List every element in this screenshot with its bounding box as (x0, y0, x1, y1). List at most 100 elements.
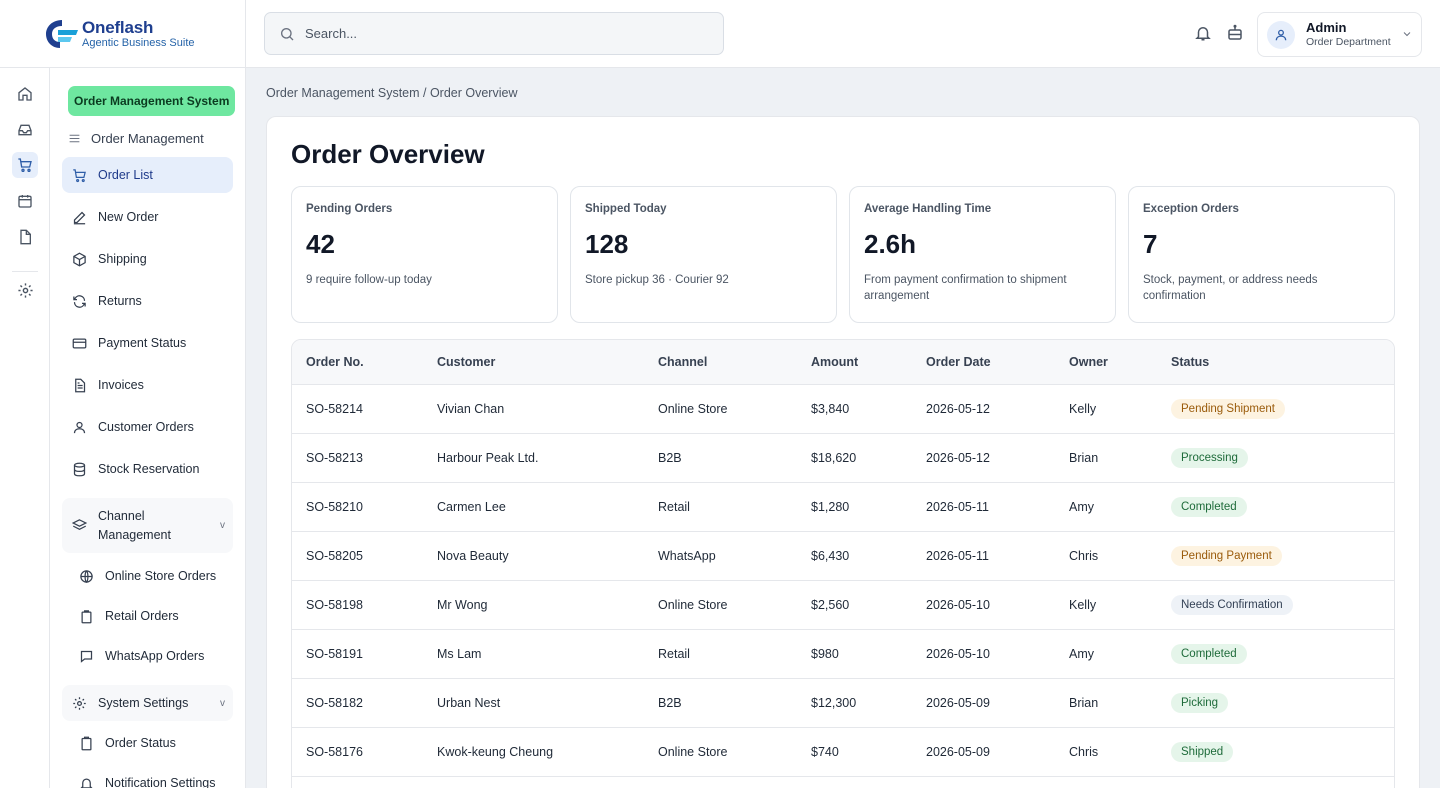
database-icon (71, 461, 88, 478)
column-header[interactable]: Customer (423, 340, 644, 385)
sidebar-item-payment-status[interactable]: Payment Status (62, 325, 233, 361)
table-row[interactable]: SO-58205 Nova Beauty WhatsApp $6,430 2026-05… (292, 531, 1394, 581)
column-header[interactable]: Owner (1055, 340, 1157, 385)
gear-icon (71, 696, 88, 711)
amount-cell: $1,280 (797, 482, 912, 532)
sidebar-item-label: Stock Reservation (98, 462, 200, 476)
status-badge: Pending Shipment (1171, 398, 1285, 419)
column-header[interactable]: Order Date (912, 340, 1055, 385)
table-row[interactable]: SO-58176 Kwok-keung Cheung Online Store $74… (292, 727, 1394, 777)
inbox-icon[interactable] (12, 117, 38, 143)
owner-cell: Chris (1055, 727, 1157, 777)
amount-cell: $12,300 (797, 678, 912, 728)
sidebar-subitem-order-status[interactable]: Order Status (78, 728, 176, 758)
sidebar: Order Management System Order Management… (50, 68, 246, 788)
kpi-value: 7 (1143, 229, 1158, 259)
user-role: Order Department (1306, 36, 1391, 48)
search-icon (279, 26, 295, 42)
column-header[interactable]: Amount (797, 340, 912, 385)
order-no-cell: SO-58198 (292, 580, 423, 630)
document-icon[interactable] (12, 224, 38, 250)
robot-icon[interactable] (1224, 22, 1246, 44)
user-icon (71, 419, 88, 436)
customer-cell: Urban Nest (423, 678, 644, 728)
cart-icon (71, 167, 88, 184)
order-date-cell: 2026-05-10 (912, 629, 1055, 679)
sidebar-item-order-list[interactable]: Order List (62, 157, 233, 193)
order-no-cell: SO-58210 (292, 482, 423, 532)
order-no-cell: SO-58176 (292, 727, 423, 777)
chevron-down-icon[interactable]: v (220, 520, 225, 531)
bell-icon[interactable] (1192, 22, 1214, 44)
kpi-label: Shipped Today (585, 203, 667, 215)
sidebar-item-label: Returns (98, 294, 142, 308)
orders-table: Order No. Customer Channel Amount Order … (291, 339, 1395, 788)
search-box[interactable] (264, 12, 724, 55)
layers-icon (71, 518, 88, 533)
table-row[interactable]: SO-58213 Harbour Peak Ltd. B2B $18,620 2026-… (292, 433, 1394, 483)
kpi-note: From payment confirmation to shipment ar… (864, 274, 1067, 303)
subitem-label: Retail Orders (105, 609, 179, 623)
kpi-value: 42 (306, 229, 335, 259)
status-cell: Pending Payment (1157, 531, 1394, 581)
amount-cell: $18,620 (797, 433, 912, 483)
refresh-icon (71, 293, 88, 310)
sidebar-item-shipping[interactable]: Shipping (62, 241, 233, 277)
column-header[interactable]: Channel (644, 340, 797, 385)
kpi-card-shipped-today: Shipped Today 128 Store pickup 36 · Cour… (570, 186, 837, 323)
settings-icon[interactable] (12, 277, 38, 303)
user-menu[interactable]: Admin Order Department (1257, 12, 1422, 57)
customer-cell: Carmen Lee (423, 482, 644, 532)
order-no-cell: SO-58214 (292, 384, 423, 434)
calendar-icon[interactable] (12, 188, 38, 214)
subitem-label: Online Store Orders (105, 569, 217, 583)
channel-cell: Retail (644, 629, 797, 679)
status-cell: Shipped (1157, 727, 1394, 777)
section-order-management[interactable]: Order Management (68, 126, 204, 150)
kpi-label: Exception Orders (1143, 203, 1239, 215)
sidebar-item-label: Invoices (98, 378, 144, 392)
kpi-note: 9 require follow-up today (306, 274, 432, 286)
status-cell: Needs Confirmation (1157, 580, 1394, 630)
chat-icon (78, 649, 95, 664)
amount-cell: $980 (797, 629, 912, 679)
page-title: Order Overview (291, 139, 485, 169)
sidebar-item-label: Payment Status (98, 336, 187, 350)
table-row[interactable]: SO-58191 Ms Lam Retail $980 2026-05-10 Amy Com… (292, 629, 1394, 679)
column-header[interactable]: Status (1157, 340, 1394, 385)
brand-logo[interactable]: Oneflash Agentic Business Suite (0, 0, 246, 68)
kpi-label: Pending Orders (306, 203, 393, 215)
sidebar-subitem-retail-orders[interactable]: Retail Orders (78, 601, 179, 631)
sidebar-subitem-notification-settings[interactable]: Notification Settings (78, 768, 215, 788)
table-row[interactable]: SO-58198 Mr Wong Online Store $2,560 2026-05… (292, 580, 1394, 630)
module-badge[interactable]: Order Management System (68, 86, 236, 116)
menu-icon (68, 132, 82, 145)
sidebar-subitem-online-store-orders[interactable]: Online Store Orders (78, 561, 216, 591)
status-cell: Picking (1157, 678, 1394, 728)
status-badge: Shipped (1171, 741, 1234, 762)
order-no-cell: SO-58205 (292, 531, 423, 581)
kpi-card-average-handling-time: Average Handling Time 2.6h From payment … (849, 186, 1116, 323)
sidebar-item-invoices[interactable]: Invoices (62, 367, 233, 403)
chevron-down-icon[interactable] (1401, 28, 1413, 40)
sidebar-group-system-settings[interactable]: System Settings v (62, 685, 233, 721)
globe-icon (78, 569, 95, 584)
chevron-down-icon[interactable]: v (220, 697, 225, 709)
search-input[interactable] (305, 26, 685, 41)
cart-icon[interactable] (12, 152, 38, 178)
sidebar-item-customer-orders[interactable]: Customer Orders (62, 409, 233, 445)
sidebar-item-returns[interactable]: Returns (62, 283, 233, 319)
table-row[interactable]: SO-58210 Carmen Lee Retail $1,280 2026-05-11… (292, 482, 1394, 532)
amount-cell: $2,560 (797, 580, 912, 630)
column-header[interactable]: Order No. (292, 340, 423, 385)
customer-cell: Harbour Peak Ltd. (423, 433, 644, 483)
sidebar-item-new-order[interactable]: New Order (62, 199, 233, 235)
table-row[interactable]: SO-58214 Vivian Chan Online Store $3,840 202… (292, 384, 1394, 434)
sidebar-item-stock-reservation[interactable]: Stock Reservation (62, 451, 233, 487)
breadcrumb: Order Management System / Order Overview (266, 86, 518, 100)
sidebar-group-channel-management[interactable]: Channel Management v (62, 498, 233, 553)
kpi-note: Stock, payment, or address needs confirm… (1143, 274, 1318, 303)
sidebar-subitem-whatsapp-orders[interactable]: WhatsApp Orders (78, 641, 204, 671)
home-icon[interactable] (12, 81, 38, 107)
table-row[interactable]: SO-58182 Urban Nest B2B $12,300 2026-05-09 Br… (292, 678, 1394, 728)
